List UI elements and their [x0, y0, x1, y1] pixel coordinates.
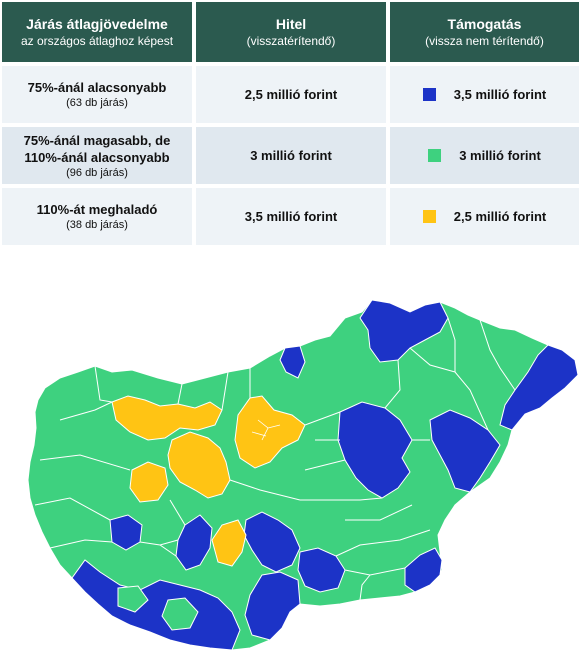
header-loan: Hitel (visszatérítendő)	[196, 2, 386, 62]
header-loan-subtitle: (visszatérítendő)	[246, 33, 336, 48]
header-grant-title: Támogatás	[447, 15, 522, 32]
income-category: 75%-ánál alacsonyabb	[27, 80, 167, 95]
region-blue-northeast	[359, 299, 449, 363]
loan-cell: 3,5 millió forint	[196, 188, 386, 245]
region-blue-southwest-2	[175, 514, 213, 571]
loan-value: 2,5 millió forint	[244, 87, 338, 102]
region-yellow-center	[167, 431, 231, 499]
district-count: (96 db járás)	[66, 166, 128, 179]
income-category-cell: 75%-ánál magasabb, de 110%-ánál alacsony…	[2, 127, 192, 184]
district-count: (38 db járás)	[66, 219, 128, 231]
income-category: 110%-át meghaladó	[36, 202, 158, 217]
grant-value: 2,5 millió forint	[453, 209, 547, 224]
table-row: 75%-ánál magasabb, de 110%-ánál alacsony…	[2, 127, 579, 184]
table-header-row: Járás átlagjövedelme az országos átlagho…	[2, 2, 579, 62]
region-green-south	[117, 585, 149, 613]
region-blue-north-strip	[279, 345, 306, 379]
budapest-districts	[251, 419, 281, 441]
region-blue-southeast	[404, 547, 443, 593]
yellow-swatch	[422, 210, 436, 223]
grant-value: 3,5 millió forint	[453, 87, 547, 102]
table-row: 110%-át meghaladó (38 db járás) 3,5 mill…	[2, 188, 579, 245]
district-count: (63 db járás)	[66, 97, 128, 109]
income-category-cell: 75%-ánál alacsonyabb (63 db járás)	[2, 66, 192, 123]
region-blue-east-2	[429, 409, 501, 493]
income-category: 75%-ánál magasabb, de 110%-ánál alacsony…	[23, 132, 171, 165]
header-income-title: Járás átlagjövedelme	[26, 15, 168, 32]
region-blue-center	[243, 511, 301, 573]
region-blue-east	[337, 401, 413, 499]
header-income-subtitle: az országos átlaghoz képest	[20, 33, 174, 48]
header-income: Járás átlagjövedelme az országos átlagho…	[2, 2, 192, 62]
region-blue-south-center-2	[297, 547, 346, 593]
table-row: 75%-ánál alacsonyabb (63 db járás) 2,5 m…	[2, 66, 579, 123]
grant-cell: 3,5 millió forint	[390, 66, 579, 123]
loan-value: 3,5 millió forint	[244, 209, 338, 224]
district-borders	[34, 317, 516, 601]
header-grant: Támogatás (vissza nem térítendő)	[390, 2, 579, 62]
loan-value: 3 millió forint	[250, 148, 332, 163]
grant-value: 3 millió forint	[459, 148, 541, 163]
blue-swatch	[422, 88, 436, 101]
region-green-southwest	[161, 597, 199, 631]
region-yellow-west	[129, 461, 169, 503]
header-loan-title: Hitel	[275, 15, 307, 32]
grant-cell: 2,5 millió forint	[390, 188, 579, 245]
region-yellow-budapest	[234, 395, 306, 469]
header-grant-subtitle: (vissza nem térítendő)	[425, 33, 544, 48]
region-yellow-south	[211, 519, 247, 567]
grant-cell: 3 millió forint	[390, 127, 579, 184]
green-swatch	[428, 149, 442, 162]
region-blue-south-center	[244, 571, 301, 641]
region-blue-northeast-2	[499, 344, 579, 431]
loan-cell: 2,5 millió forint	[196, 66, 386, 123]
income-category-cell: 110%-át meghaladó (38 db járás)	[2, 188, 192, 245]
region-yellow-northwest	[111, 395, 223, 441]
hungary-district-map	[27, 299, 579, 651]
legend-table: Járás átlagjövedelme az országos átlagho…	[2, 2, 579, 245]
loan-cell: 3 millió forint	[196, 127, 386, 184]
